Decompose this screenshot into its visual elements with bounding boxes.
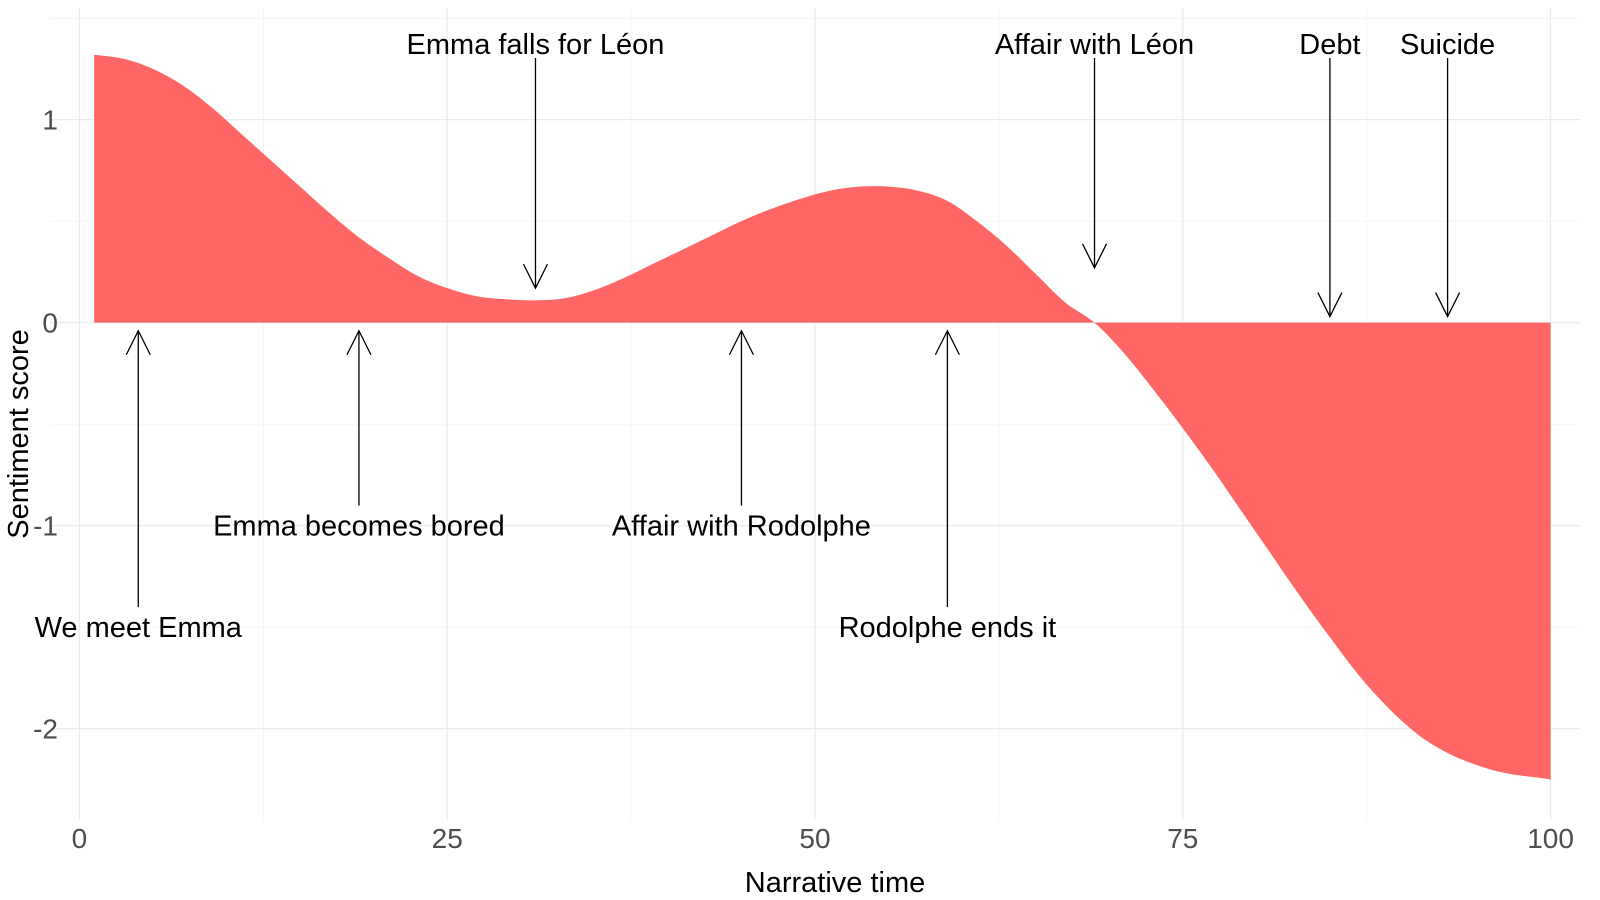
- annotation: Emma becomes bored: [213, 329, 505, 543]
- annotation: We meet Emma: [35, 329, 243, 644]
- annotation: Debt: [1299, 29, 1361, 319]
- annotation-arrowhead: [346, 329, 372, 356]
- annotation: Emma falls for Léon: [407, 29, 665, 290]
- annotation: Affair with Léon: [995, 29, 1194, 270]
- y-tick-label: -2: [33, 714, 58, 745]
- x-tick-label: 50: [799, 823, 830, 854]
- sentiment-area-fill: [94, 54, 1551, 780]
- annotation-label: We meet Emma: [35, 612, 243, 644]
- annotation-label: Emma falls for Léon: [407, 29, 665, 61]
- axis-tick-labels: 0 25 50 75 100 1 0 -1 -2: [33, 105, 1574, 854]
- annotation-label: Emma becomes bored: [213, 511, 505, 543]
- sentiment-area: [94, 54, 1551, 780]
- x-axis-title: Narrative time: [745, 867, 926, 899]
- annotation-arrowhead: [522, 263, 549, 290]
- y-tick-label: 0: [42, 308, 58, 339]
- x-tick-label: 0: [72, 823, 88, 854]
- x-tick-label: 25: [432, 823, 463, 854]
- annotation-arrowhead: [728, 329, 755, 356]
- annotation-arrowhead: [125, 329, 151, 356]
- annotation-label: Affair with Rodolphe: [612, 511, 871, 543]
- annotation-label: Rodolphe ends it: [839, 612, 1057, 644]
- event-annotations: Emma falls for Léon Affair with Léon Debt S…: [35, 29, 1496, 644]
- annotation: Rodolphe ends it: [839, 329, 1057, 644]
- annotation-label: Affair with Léon: [995, 29, 1194, 61]
- annotation-label: Suicide: [1400, 29, 1495, 61]
- annotation-arrowhead: [1435, 292, 1461, 319]
- annotation: Affair with Rodolphe: [612, 329, 871, 543]
- x-tick-label: 75: [1167, 823, 1198, 854]
- annotation-arrowhead: [1081, 243, 1108, 270]
- x-tick-label: 100: [1527, 823, 1574, 854]
- annotation-arrowhead: [934, 329, 960, 356]
- annotation-label: Debt: [1299, 29, 1360, 61]
- annotation: Suicide: [1400, 29, 1495, 319]
- annotation-arrowhead: [1317, 292, 1343, 319]
- y-tick-label: -1: [33, 511, 58, 542]
- y-axis-title: Sentiment score: [3, 329, 35, 539]
- y-tick-label: 1: [42, 105, 58, 136]
